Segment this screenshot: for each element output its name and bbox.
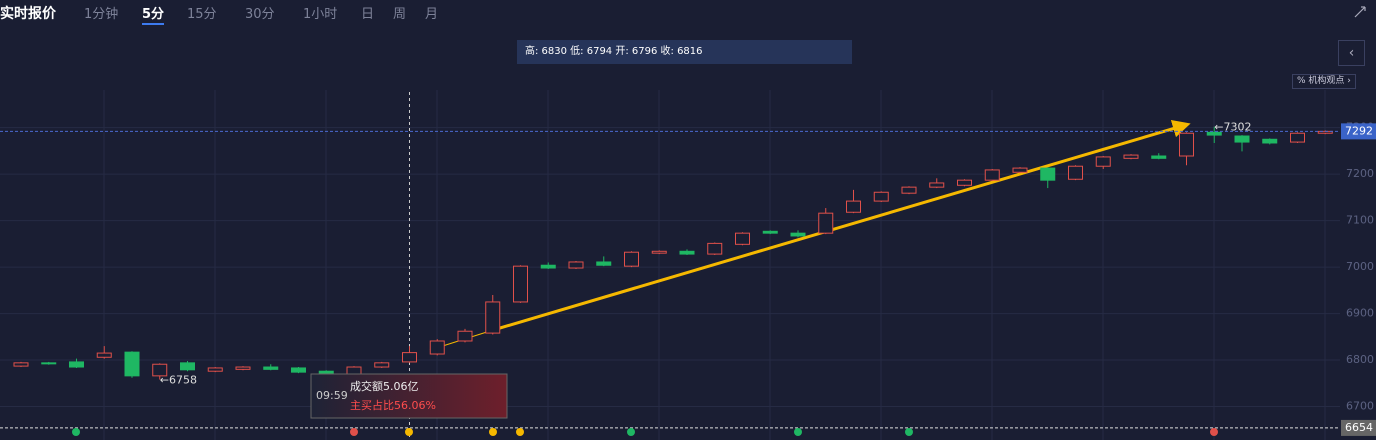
tooltip-amount: 成交额5.06亿 bbox=[350, 379, 419, 393]
candle-body bbox=[152, 363, 168, 377]
event-marker bbox=[72, 428, 80, 436]
candle-body bbox=[929, 182, 945, 188]
event-marker bbox=[1210, 428, 1218, 436]
tab[interactable]: 周 bbox=[393, 7, 407, 22]
candle-body bbox=[1234, 135, 1250, 143]
price-annotation: ←7302 bbox=[1214, 121, 1251, 134]
opinion-label: 机构观点 bbox=[1308, 76, 1345, 86]
candle-body bbox=[1317, 130, 1333, 134]
candle-body bbox=[540, 264, 556, 269]
candle-body bbox=[984, 169, 1000, 181]
event-marker bbox=[627, 428, 635, 436]
y-tick-label: 7000 bbox=[1346, 260, 1374, 273]
tab[interactable]: 30分 bbox=[245, 7, 275, 22]
candle-body bbox=[1012, 167, 1028, 173]
current-price-box bbox=[1341, 123, 1376, 140]
candle-body bbox=[41, 362, 57, 365]
trend-arrow bbox=[489, 119, 1191, 333]
candle-body bbox=[1179, 132, 1194, 157]
y-tick-label: 7100 bbox=[1346, 214, 1374, 227]
candle-body bbox=[69, 361, 84, 368]
candle-body bbox=[957, 179, 972, 186]
candle-body bbox=[318, 370, 334, 375]
tooltip-time: 09:59 bbox=[316, 389, 348, 402]
candle-body bbox=[707, 242, 723, 255]
opinion-icon: % bbox=[1297, 76, 1309, 86]
candle-body bbox=[124, 351, 140, 377]
candle-body bbox=[1262, 138, 1278, 144]
tab[interactable]: 1分钟 bbox=[84, 7, 119, 22]
tab[interactable]: 15分 bbox=[187, 7, 217, 22]
candle-body bbox=[513, 265, 528, 303]
bottom-price-box bbox=[1341, 419, 1376, 436]
tab[interactable]: 日 bbox=[361, 7, 375, 22]
tab[interactable]: 月 bbox=[425, 7, 439, 22]
candle-body bbox=[596, 261, 612, 266]
candle-body bbox=[762, 230, 778, 234]
candle-body bbox=[735, 232, 750, 245]
y-tick-label: 6700 bbox=[1346, 400, 1374, 413]
candle-body bbox=[13, 362, 29, 367]
candle-body bbox=[846, 200, 861, 213]
candle-body bbox=[679, 250, 695, 255]
candle-body bbox=[1068, 165, 1083, 180]
event-marker bbox=[516, 428, 524, 436]
candle-body bbox=[180, 362, 195, 371]
candle-body bbox=[1206, 131, 1222, 136]
candle-body bbox=[1290, 132, 1305, 143]
y-tick-label: 7200 bbox=[1346, 167, 1374, 180]
event-marker bbox=[905, 428, 913, 436]
candle-body bbox=[457, 330, 473, 342]
y-tick-label: 7300 bbox=[1346, 121, 1374, 134]
tooltip-box bbox=[310, 373, 508, 419]
candle-body bbox=[901, 186, 917, 194]
candle-body bbox=[1095, 156, 1111, 167]
ohlc-info: 高: 6830 低: 6794 开: 6796 收: 6816 bbox=[517, 40, 852, 64]
candle-body bbox=[818, 212, 834, 234]
candle-body bbox=[651, 250, 667, 254]
candle-body bbox=[291, 367, 306, 373]
candle-body bbox=[374, 362, 390, 368]
candle-body bbox=[96, 352, 112, 358]
candle-body bbox=[624, 251, 639, 267]
candle-body bbox=[429, 340, 445, 355]
price-annotation: ←6758 bbox=[160, 374, 197, 387]
tooltip-ratio: 主买占比56.06% bbox=[350, 398, 436, 412]
tab[interactable]: 1小时 bbox=[303, 7, 338, 22]
event-marker bbox=[489, 428, 497, 436]
collapse-button[interactable]: ‹ bbox=[1338, 40, 1365, 66]
candle-body bbox=[873, 191, 889, 202]
expand-icon bbox=[1354, 6, 1366, 18]
candle-body bbox=[235, 366, 251, 370]
opinion-button[interactable]: % 机构观点 › bbox=[1292, 74, 1356, 89]
candle-body bbox=[402, 352, 417, 363]
candle-body bbox=[1040, 167, 1056, 181]
candle-body bbox=[346, 366, 362, 375]
event-marker bbox=[405, 428, 413, 436]
event-marker bbox=[794, 428, 802, 436]
current-price-label: 7292 bbox=[1345, 124, 1373, 137]
candle-body bbox=[1151, 155, 1167, 159]
y-tick-label: 6800 bbox=[1346, 353, 1374, 366]
event-marker bbox=[350, 428, 358, 436]
page-title: 实时报价 bbox=[0, 6, 56, 22]
tab[interactable]: 5分 bbox=[142, 3, 165, 25]
candle-body bbox=[485, 301, 501, 334]
y-tick-label: 6900 bbox=[1346, 307, 1374, 320]
candle-body bbox=[1123, 154, 1139, 159]
candle-body bbox=[263, 366, 279, 370]
trend-arrow-thin bbox=[429, 330, 491, 351]
candle-body bbox=[790, 232, 806, 237]
bottom-price-label: 6654 bbox=[1345, 421, 1373, 434]
candle-body bbox=[207, 367, 223, 372]
candle-body bbox=[568, 261, 584, 269]
